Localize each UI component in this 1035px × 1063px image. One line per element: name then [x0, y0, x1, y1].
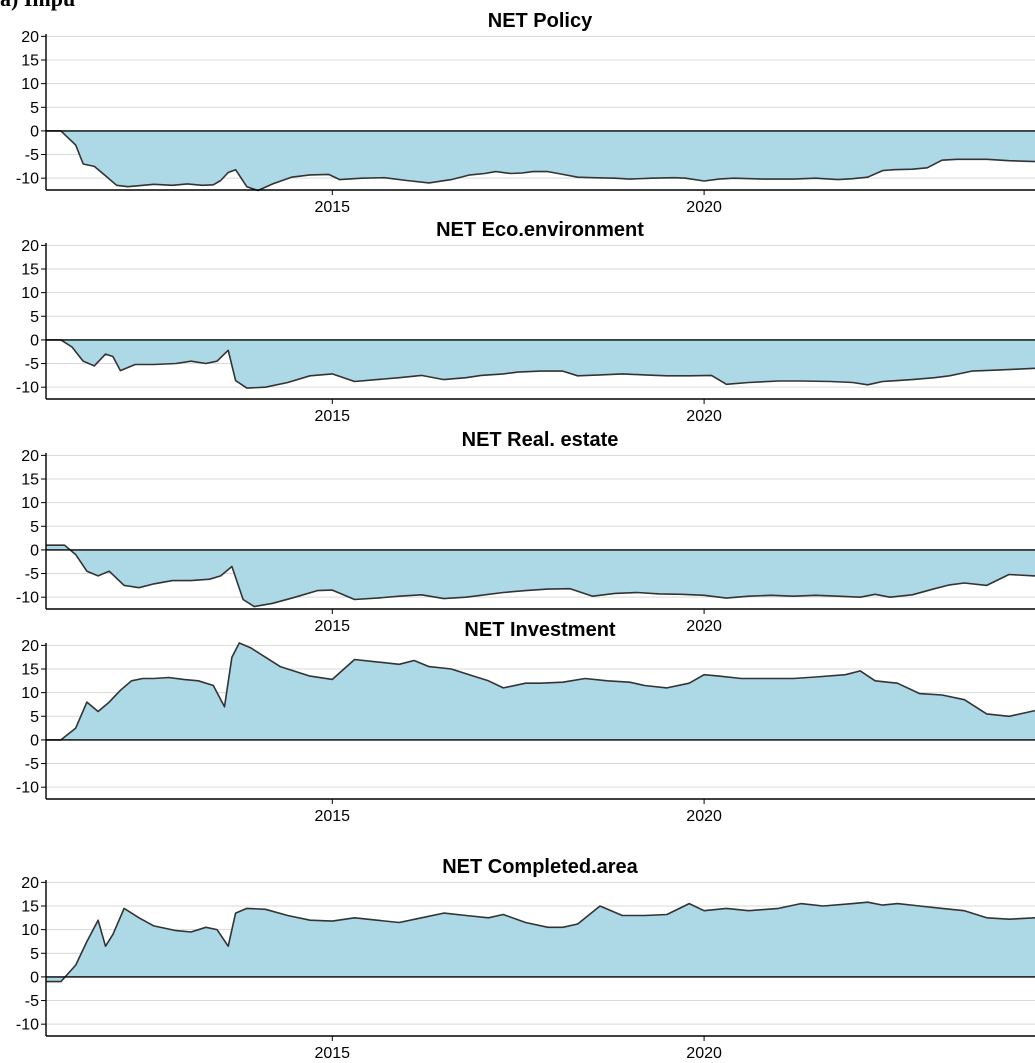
- y-tick-label: 0: [30, 332, 39, 349]
- header-fragment: a) Impu: [0, 0, 75, 12]
- y-tick-label: 20: [21, 638, 39, 655]
- y-tick-label: 15: [21, 899, 39, 916]
- series-line: [46, 901, 1035, 983]
- y-tick-label: 15: [21, 262, 39, 279]
- panel-title: NET Investment: [464, 619, 615, 641]
- y-tick-label: 5: [30, 709, 39, 726]
- x-tick-label: 2015: [314, 408, 350, 425]
- area-fill: [46, 643, 1035, 740]
- y-tick-label: -5: [25, 993, 39, 1010]
- x-tick-label: 2015: [314, 618, 350, 635]
- x-tick-label: 2015: [314, 199, 350, 216]
- area-fill: [46, 130, 1035, 191]
- series-line: [46, 339, 1035, 389]
- panel-title: NET Policy: [488, 10, 593, 32]
- y-tick-label: 5: [30, 309, 39, 326]
- y-tick-label: 10: [21, 922, 39, 939]
- panel-title: NET Eco.environment: [436, 219, 644, 241]
- x-tick-label: 2020: [686, 808, 722, 825]
- area-fill: [46, 902, 1035, 982]
- x-tick-label: 2020: [686, 199, 722, 216]
- y-tick-label: -5: [25, 566, 39, 583]
- y-tick-label: 20: [21, 448, 39, 465]
- y-tick-label: 10: [21, 495, 39, 512]
- y-tick-label: 5: [30, 519, 39, 536]
- y-tick-label: 15: [21, 662, 39, 679]
- area-fill: [46, 545, 1035, 607]
- y-tick-label: 0: [30, 542, 39, 559]
- y-tick-label: -5: [25, 356, 39, 373]
- series-line: [46, 544, 1035, 608]
- y-tick-label: 20: [21, 238, 39, 255]
- y-tick-label: 15: [21, 472, 39, 489]
- y-tick-label: 10: [21, 76, 39, 93]
- y-tick-label: 0: [30, 969, 39, 986]
- area-fill: [46, 339, 1035, 389]
- panel-title: NET Real. estate: [462, 429, 619, 451]
- x-tick-label: 2015: [314, 808, 350, 825]
- y-tick-label: 0: [30, 732, 39, 749]
- x-tick-label: 2020: [686, 408, 722, 425]
- y-tick-label: 15: [21, 53, 39, 70]
- y-tick-label: -10: [16, 171, 39, 188]
- y-tick-label: 5: [30, 946, 39, 963]
- y-tick-label: 20: [21, 875, 39, 892]
- x-tick-label: 2020: [686, 618, 722, 635]
- y-tick-label: 0: [30, 123, 39, 140]
- y-tick-label: -10: [16, 590, 39, 607]
- y-tick-label: -5: [25, 756, 39, 773]
- y-tick-label: -10: [16, 1017, 39, 1034]
- y-tick-label: 5: [30, 100, 39, 117]
- series-line: [46, 130, 1035, 192]
- y-tick-label: -10: [16, 780, 39, 797]
- series-line: [46, 642, 1035, 741]
- y-tick-label: 20: [21, 29, 39, 46]
- y-tick-label: 10: [21, 685, 39, 702]
- x-tick-label: 2020: [686, 1045, 722, 1062]
- y-tick-label: -5: [25, 147, 39, 164]
- x-tick-label: 2015: [314, 1045, 350, 1062]
- y-tick-label: 10: [21, 285, 39, 302]
- panel-title: NET Completed.area: [442, 856, 638, 878]
- y-tick-label: -10: [16, 380, 39, 397]
